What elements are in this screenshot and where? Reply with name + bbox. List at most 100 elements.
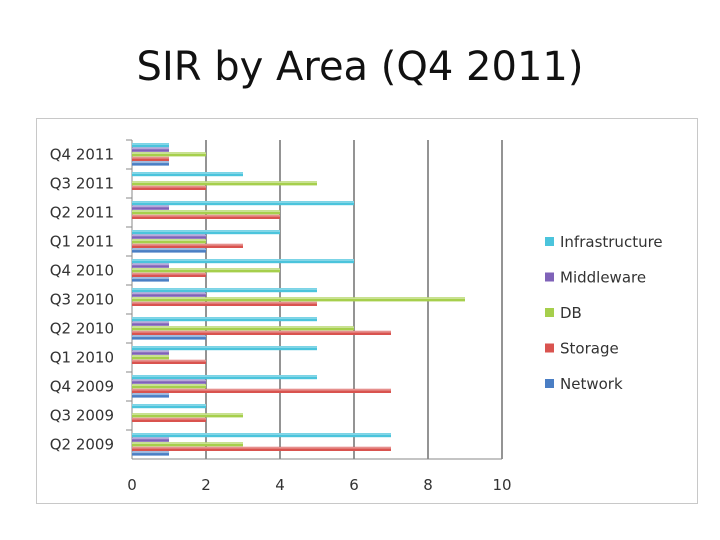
bar <box>132 263 169 268</box>
bar <box>132 335 206 340</box>
bar <box>132 143 169 148</box>
bar <box>132 272 206 277</box>
bar-highlight <box>132 389 391 391</box>
bar <box>132 147 169 152</box>
bar <box>132 346 317 351</box>
bar <box>132 413 243 418</box>
category-label: Q4 2010 <box>50 262 114 280</box>
bar <box>132 185 206 190</box>
bar <box>132 321 169 326</box>
bar <box>132 451 169 456</box>
bar-highlight <box>132 172 243 174</box>
bar <box>132 181 317 186</box>
bar-highlight <box>132 326 354 328</box>
bar-highlight <box>132 384 206 386</box>
bar-highlight <box>132 181 317 183</box>
bar <box>132 437 169 442</box>
legend-swatch <box>545 379 554 388</box>
bar-highlight <box>132 451 169 454</box>
bar <box>132 433 391 438</box>
bar-highlight <box>132 259 354 261</box>
bar <box>132 301 317 306</box>
bar-highlight <box>132 239 206 241</box>
bar <box>132 297 465 302</box>
legend-label: Infrastructure <box>560 233 663 251</box>
bar-highlight <box>132 335 206 338</box>
bar-highlight <box>132 206 169 208</box>
bar <box>132 446 391 451</box>
bar <box>132 156 169 161</box>
bar <box>132 201 354 206</box>
bar <box>132 359 206 364</box>
category-label: Q2 2011 <box>50 204 114 222</box>
x-tick-label: 10 <box>492 476 511 494</box>
bar <box>132 268 280 273</box>
legend-label: Network <box>560 375 623 393</box>
bar-highlight <box>132 152 206 154</box>
bar-highlight <box>132 322 169 324</box>
bar-highlight <box>132 413 243 415</box>
bar-highlight <box>132 161 169 164</box>
bar <box>132 384 206 389</box>
bar <box>132 404 206 409</box>
bar-highlight <box>132 157 169 159</box>
legend-swatch <box>545 237 554 246</box>
x-tick-label: 6 <box>349 476 359 494</box>
bar <box>132 161 169 166</box>
bar-highlight <box>132 380 206 382</box>
bar <box>132 214 280 219</box>
bar <box>132 355 169 360</box>
category-label: Q3 2009 <box>50 407 114 425</box>
bar-highlight <box>132 302 317 304</box>
legend-swatch <box>545 272 554 282</box>
category-label: Q1 2011 <box>50 233 114 251</box>
bar <box>132 388 391 393</box>
bar <box>132 172 243 177</box>
bar <box>132 243 243 248</box>
bar-highlight <box>132 360 206 362</box>
bar <box>132 350 169 355</box>
legend-label: Middleware <box>560 269 646 287</box>
bar-highlight <box>132 331 391 333</box>
bar <box>132 292 206 297</box>
bar <box>132 417 206 422</box>
category-label: Q4 2009 <box>50 378 114 396</box>
bar-highlight <box>132 346 317 348</box>
bar-highlight <box>132 375 317 377</box>
category-label: Q2 2009 <box>50 436 114 454</box>
bar-highlight <box>132 264 169 266</box>
bar <box>132 239 206 244</box>
bar-highlight <box>132 404 206 406</box>
category-label: Q4 2011 <box>50 146 114 164</box>
bar-highlight <box>132 248 206 251</box>
bar-highlight <box>132 268 280 270</box>
bar <box>132 259 354 264</box>
bar <box>132 152 206 157</box>
bar-highlight <box>132 235 206 237</box>
bar-highlight <box>132 273 206 275</box>
bar-highlight <box>132 210 280 212</box>
bar <box>132 230 280 235</box>
bar-highlight <box>132 244 243 246</box>
bar <box>132 277 169 282</box>
legend-label: Storage <box>560 340 619 358</box>
category-label: Q3 2010 <box>50 291 114 309</box>
category-label: Q1 2010 <box>50 349 114 367</box>
legend-swatch <box>545 308 554 317</box>
bar-highlight <box>132 297 465 299</box>
slide-title: SIR by Area (Q4 2011) <box>136 44 584 90</box>
bar <box>132 234 206 239</box>
bar <box>132 248 206 253</box>
bar <box>132 330 391 335</box>
legend-swatch <box>545 343 554 353</box>
x-tick-label: 0 <box>127 476 137 494</box>
category-label: Q3 2011 <box>50 175 114 193</box>
x-tick-label: 8 <box>423 476 433 494</box>
bar-highlight <box>132 277 169 280</box>
bar-highlight <box>132 418 206 420</box>
bar <box>132 393 169 398</box>
legend-label: DB <box>560 304 582 322</box>
bar-highlight <box>132 230 280 232</box>
category-label: Q2 2010 <box>50 320 114 338</box>
